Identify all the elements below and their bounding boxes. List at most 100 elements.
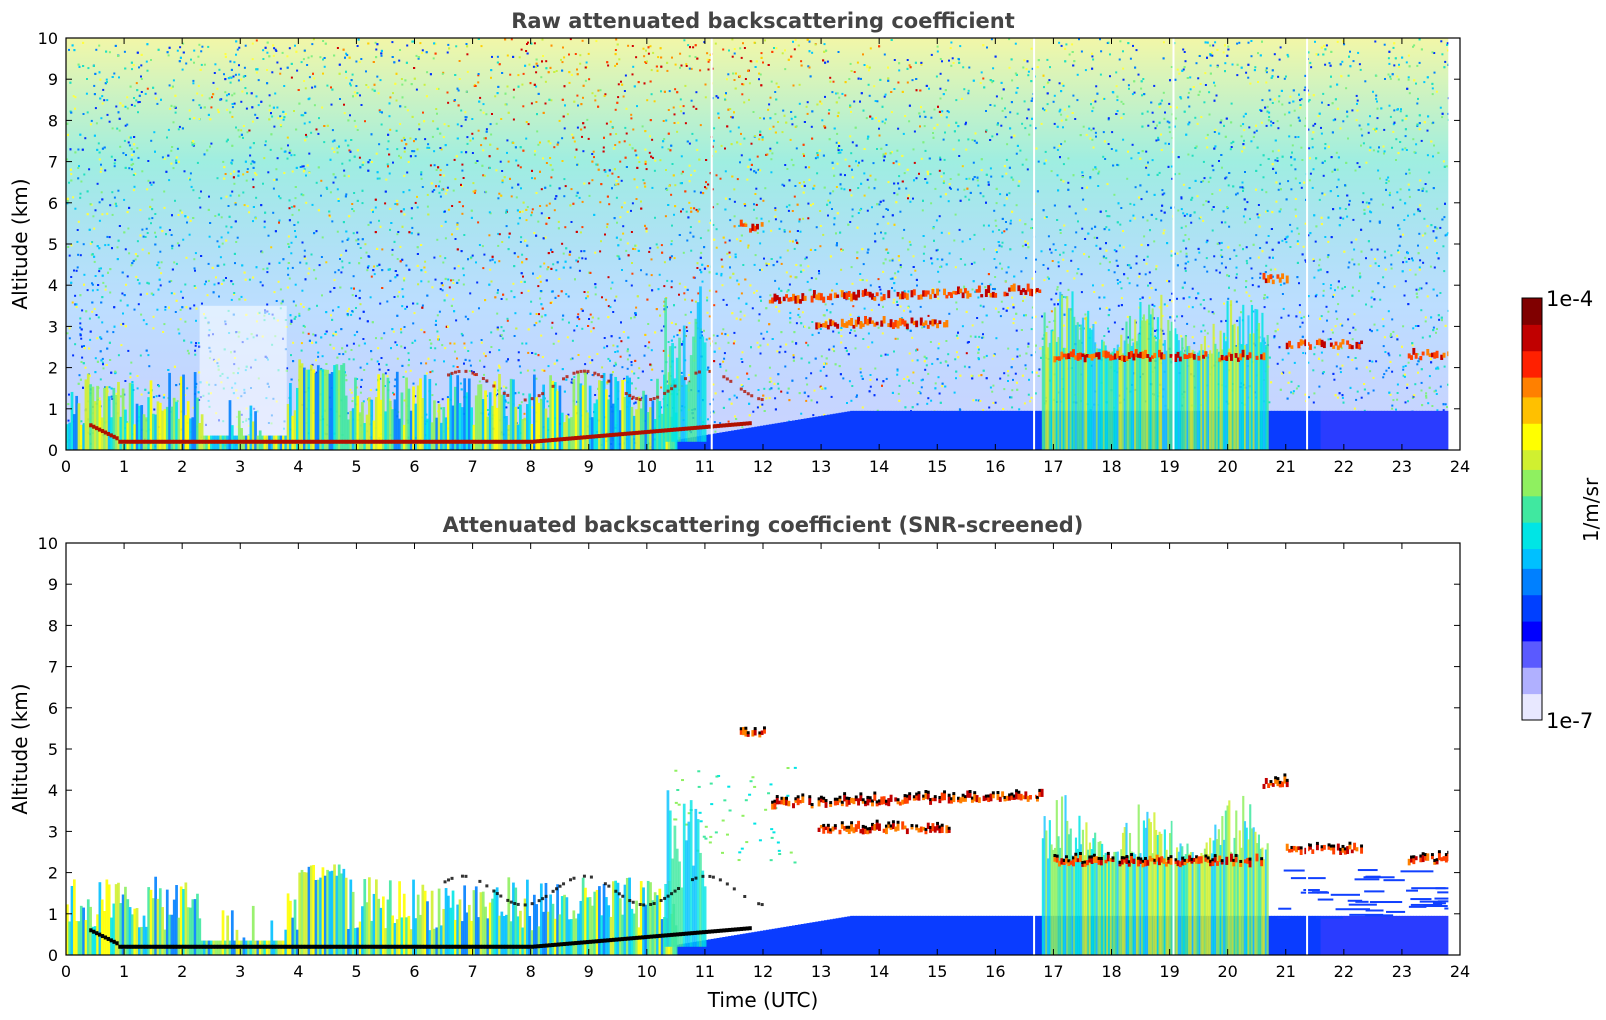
x-tick-label: 1 bbox=[119, 962, 129, 981]
y-tick-label: 2 bbox=[48, 864, 58, 883]
colorbar-step bbox=[1522, 456, 1542, 464]
x-tick-label: 20 bbox=[1217, 962, 1237, 981]
cloud-layer bbox=[739, 219, 764, 233]
x-tick-label: 9 bbox=[584, 457, 594, 476]
cloud-layer bbox=[1262, 272, 1289, 285]
colorbar-step bbox=[1522, 700, 1542, 708]
cloud-layer bbox=[768, 283, 1042, 304]
x-tick-label: 18 bbox=[1101, 962, 1121, 981]
y-tick-label: 1 bbox=[48, 400, 58, 419]
colorbar-step bbox=[1522, 370, 1542, 378]
x-tick-label: 7 bbox=[467, 962, 477, 981]
cloud-layer bbox=[1053, 349, 1266, 363]
cloud-layer bbox=[771, 788, 1044, 810]
x-tick-label: 6 bbox=[409, 457, 419, 476]
colorbar-step bbox=[1522, 324, 1542, 332]
colorbar-step bbox=[1522, 298, 1542, 306]
y-tick-label: 6 bbox=[48, 699, 58, 718]
x-tick-label: 0 bbox=[61, 457, 71, 476]
x-tick-label: 9 bbox=[584, 962, 594, 981]
x-tick-label: 23 bbox=[1392, 962, 1412, 981]
x-tick-label: 13 bbox=[811, 962, 831, 981]
data-gap bbox=[1306, 38, 1309, 450]
cloud-layer bbox=[1262, 773, 1289, 789]
colorbar-step bbox=[1522, 469, 1542, 477]
panel-screened: Attenuated backscattering coefficient (S… bbox=[8, 513, 1470, 1012]
colorbar-step bbox=[1522, 396, 1542, 404]
colorbar-step bbox=[1522, 416, 1542, 424]
colorbar-step bbox=[1522, 660, 1542, 668]
x-tick-label: 11 bbox=[695, 962, 715, 981]
x-tick-label: 19 bbox=[1159, 962, 1179, 981]
y-tick-label: 9 bbox=[48, 575, 58, 594]
y-axis-raw: 0 1 2 3 4 5 6 7 8 9 10 bbox=[38, 29, 1460, 460]
x-tick-label: 24 bbox=[1450, 457, 1470, 476]
x-tick-label: 3 bbox=[235, 962, 245, 981]
colorbar-label: 1/m/sr bbox=[1579, 477, 1603, 542]
colorbar-step bbox=[1522, 581, 1542, 589]
data-gap bbox=[1306, 543, 1309, 955]
x-tick-label: 3 bbox=[235, 457, 245, 476]
colorbar-frame bbox=[1521, 297, 1543, 721]
aerosol-columns bbox=[1041, 795, 1269, 955]
panel-raw: Raw attenuated backscattering coefficien… bbox=[8, 9, 1470, 476]
y-tick-label: 7 bbox=[48, 658, 58, 677]
x-tick-label: 14 bbox=[869, 962, 889, 981]
data-gap bbox=[1033, 38, 1036, 450]
cloud-layer bbox=[817, 819, 951, 835]
data-gap bbox=[1033, 543, 1036, 955]
x-tick-label: 11 bbox=[695, 457, 715, 476]
y-tick-label: 0 bbox=[48, 441, 58, 460]
x-axis-screened: 0 1 2 3 4 5 6 7 8 9 10 11 12 13 14 15 16 17 18 19 20 21 22 23 24 bbox=[61, 543, 1470, 981]
x-tick-label: 10 bbox=[637, 457, 657, 476]
x-tick-label: 22 bbox=[1334, 457, 1354, 476]
y-tick-label: 3 bbox=[48, 822, 58, 841]
colorbar-step bbox=[1522, 634, 1542, 642]
x-tick-label: 23 bbox=[1392, 457, 1412, 476]
x-tick-label: 8 bbox=[526, 457, 536, 476]
x-tick-label: 4 bbox=[293, 962, 303, 981]
colorbar-step bbox=[1522, 482, 1542, 490]
x-tick-label: 7 bbox=[467, 457, 477, 476]
y-tick-label: 10 bbox=[38, 29, 58, 48]
x-tick-label: 22 bbox=[1334, 962, 1354, 981]
colorbar-step bbox=[1522, 495, 1542, 503]
y-tick-label: 6 bbox=[48, 194, 58, 213]
x-tick-label: 19 bbox=[1159, 457, 1179, 476]
cloud-layers bbox=[739, 726, 1451, 868]
y-tick-label: 4 bbox=[48, 276, 58, 295]
boundary-layer-streaks bbox=[66, 790, 707, 955]
colorbar-step bbox=[1522, 357, 1542, 365]
colorbar-step bbox=[1522, 574, 1542, 583]
y-tick-label: 8 bbox=[48, 111, 58, 130]
colorbar-max-label: 1e-4 bbox=[1546, 287, 1593, 311]
colorbar-step bbox=[1522, 528, 1542, 536]
y-axis-label-raw: Altitude (km) bbox=[8, 178, 32, 309]
data-gap bbox=[1172, 543, 1175, 955]
y-tick-label: 3 bbox=[48, 317, 58, 336]
x-tick-label: 15 bbox=[927, 457, 947, 476]
colorbar-step bbox=[1522, 693, 1542, 701]
x-axis-raw: 0 1 2 3 4 5 6 7 8 9 10 11 12 13 14 15 16 17 18 19 20 21 22 23 24 bbox=[61, 38, 1470, 476]
x-tick-label: 5 bbox=[351, 962, 361, 981]
cloud-layer bbox=[1285, 338, 1364, 350]
colorbar-step bbox=[1522, 568, 1542, 576]
x-tick-label: 16 bbox=[985, 962, 1005, 981]
y-axis-screened: 0 1 2 3 4 5 6 7 8 9 10 bbox=[38, 534, 1460, 965]
colorbar-step bbox=[1522, 489, 1542, 497]
colorbar-step bbox=[1522, 423, 1542, 431]
panel-raw-title: Raw attenuated backscattering coefficien… bbox=[511, 9, 1015, 33]
x-tick-label: 2 bbox=[177, 457, 187, 476]
x-tick-label: 0 bbox=[61, 962, 71, 981]
y-tick-label: 0 bbox=[48, 946, 58, 965]
x-axis-label: Time (UTC) bbox=[707, 988, 819, 1012]
colorbar-step bbox=[1522, 654, 1542, 662]
colorbar-step bbox=[1522, 601, 1542, 609]
colorbar-step bbox=[1522, 687, 1542, 695]
data-gap bbox=[1172, 38, 1175, 450]
colorbar-step bbox=[1522, 555, 1542, 563]
colorbar-step bbox=[1522, 383, 1542, 391]
colorbar-step bbox=[1522, 462, 1542, 470]
colorbar-step bbox=[1522, 429, 1542, 437]
colorbar-step bbox=[1522, 476, 1542, 484]
